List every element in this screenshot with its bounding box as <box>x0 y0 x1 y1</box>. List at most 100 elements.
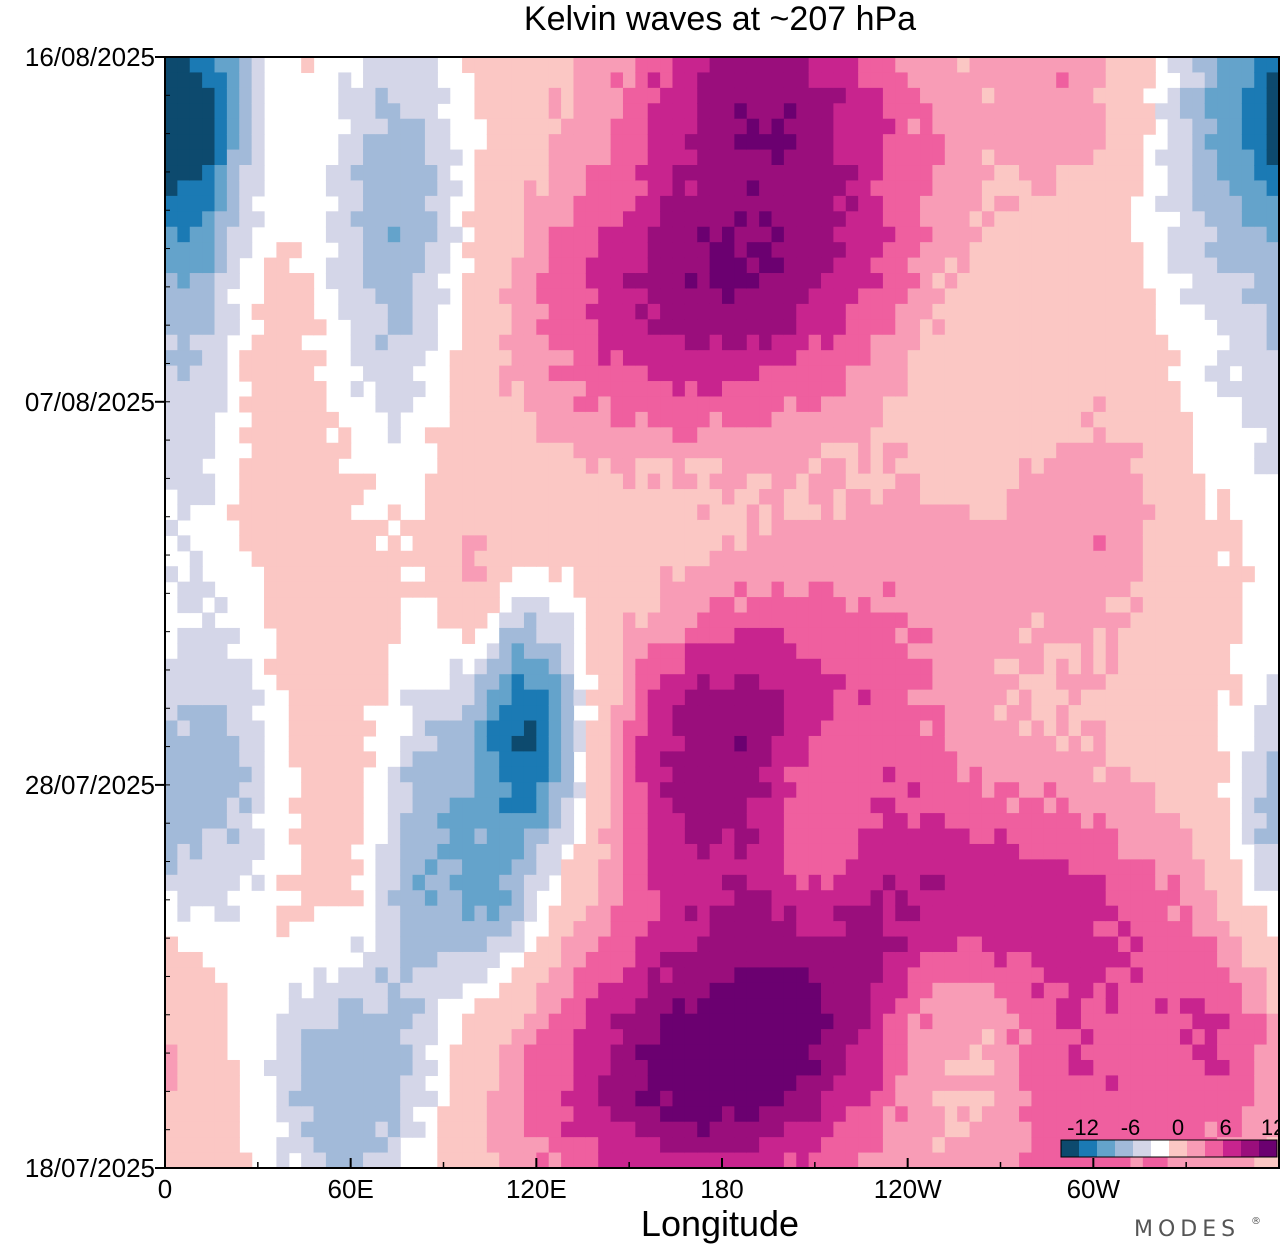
contour-cell <box>1080 627 1094 644</box>
contour-cell <box>709 813 723 830</box>
contour-cell <box>907 195 921 212</box>
contour-cell <box>1056 535 1070 552</box>
contour-cell <box>858 134 872 151</box>
contour-cell <box>697 273 711 290</box>
contour-cell <box>313 411 327 428</box>
contour-cell <box>264 458 277 475</box>
contour-cell <box>1105 967 1119 984</box>
contour-cell <box>1080 643 1094 660</box>
contour-cell <box>1019 1090 1033 1107</box>
contour-cell <box>746 581 760 598</box>
contour-cell <box>449 149 463 166</box>
contour-cell <box>969 1152 983 1168</box>
contour-cell <box>1031 103 1045 120</box>
contour-cell <box>499 211 513 228</box>
contour-cell <box>276 1013 290 1030</box>
contour-cell <box>387 288 401 305</box>
contour-cell <box>573 381 587 398</box>
contour-cell <box>709 550 723 567</box>
contour-cell <box>920 705 934 722</box>
contour-cell <box>1043 797 1057 814</box>
contour-cell <box>523 1137 537 1154</box>
contour-cell <box>709 1152 723 1168</box>
contour-cell <box>288 828 302 845</box>
contour-cell <box>783 581 797 598</box>
contour-cell <box>858 103 872 120</box>
contour-cell <box>1043 643 1057 660</box>
contour-cell <box>1019 381 1033 398</box>
contour-cell <box>821 751 834 768</box>
contour-cell <box>944 1013 958 1030</box>
contour-cell <box>1056 612 1070 629</box>
contour-cell <box>226 87 240 104</box>
contour-cell <box>796 303 810 320</box>
contour-cell <box>833 597 847 614</box>
contour-cell <box>622 1044 636 1061</box>
contour-cell <box>474 998 488 1015</box>
contour-cell <box>474 751 488 768</box>
contour-cell <box>783 1044 797 1061</box>
contour-cell <box>474 936 488 953</box>
contour-cell <box>264 365 277 382</box>
contour-cell <box>573 103 587 120</box>
contour-cell <box>622 612 636 629</box>
contour-cell <box>585 720 599 737</box>
contour-cell <box>536 134 550 151</box>
contour-cell <box>375 211 389 228</box>
contour-cell <box>882 519 896 536</box>
contour-cell <box>288 581 302 598</box>
contour-cell <box>1056 998 1070 1015</box>
contour-cell <box>870 843 884 860</box>
contour-cell <box>165 1075 178 1092</box>
contour-cell <box>511 381 525 398</box>
contour-cell <box>1056 581 1070 598</box>
contour-cell <box>400 843 414 860</box>
contour-cell <box>338 1106 352 1123</box>
contour-cell <box>350 566 364 583</box>
contour-cell <box>870 319 884 336</box>
contour-cell <box>536 226 550 243</box>
contour-cell <box>647 103 661 120</box>
contour-cell <box>239 689 253 706</box>
contour-cell <box>1056 350 1070 367</box>
contour-cell <box>1093 427 1107 444</box>
contour-cell <box>511 550 525 567</box>
contour-cell <box>944 319 958 336</box>
contour-cell <box>363 535 377 552</box>
contour-cell <box>981 951 995 968</box>
contour-cell <box>189 720 203 737</box>
contour-cell <box>759 149 773 166</box>
contour-cell <box>944 1029 958 1046</box>
contour-cell <box>759 597 773 614</box>
contour-cell <box>771 782 785 799</box>
contour-cell <box>647 504 661 521</box>
contour-cell <box>375 257 389 274</box>
contour-cell <box>202 57 216 74</box>
contour-cell <box>759 921 773 938</box>
contour-cell <box>1006 982 1020 999</box>
contour-cell <box>511 813 525 830</box>
contour-cell <box>969 72 983 89</box>
contour-cell <box>214 658 228 675</box>
contour-cell <box>920 442 934 459</box>
contour-cell <box>313 319 327 336</box>
contour-cell <box>1006 365 1020 382</box>
contour-cell <box>1031 751 1045 768</box>
contour-cell <box>1031 643 1045 660</box>
contour-cell <box>870 905 884 922</box>
contour-cell <box>1031 1044 1045 1061</box>
contour-cell <box>449 982 463 999</box>
contour-cell <box>796 705 810 722</box>
contour-cell <box>672 458 686 475</box>
contour-cell <box>548 1059 562 1077</box>
contour-cell <box>585 982 599 999</box>
contour-cell <box>561 982 575 999</box>
contour-cell <box>301 828 315 845</box>
contour-cell <box>895 627 909 644</box>
contour-cell <box>672 427 686 444</box>
contour-cell <box>313 1137 327 1154</box>
contour-cell <box>709 72 723 89</box>
contour-cell <box>585 828 599 845</box>
contour-cell <box>821 735 834 752</box>
contour-cell <box>647 396 661 413</box>
